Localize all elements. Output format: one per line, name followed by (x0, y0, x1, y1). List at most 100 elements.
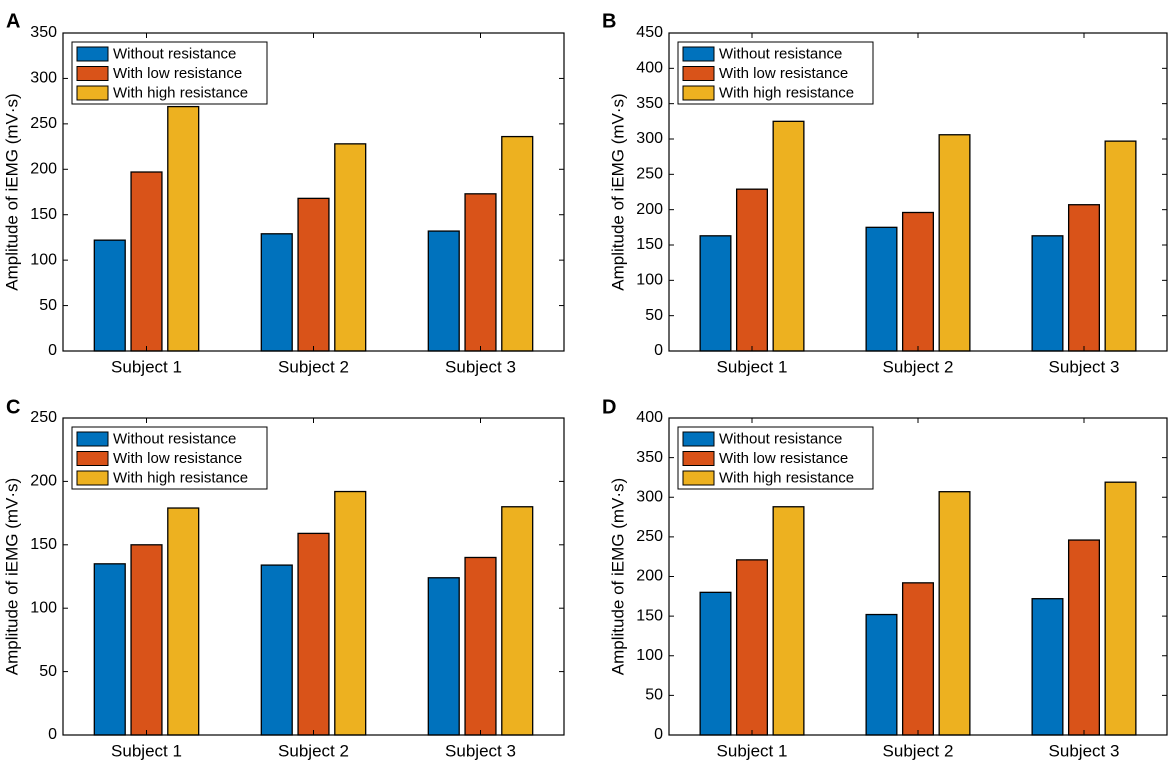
y-tick-label: 250 (30, 115, 57, 132)
panel-c: C 0 50 100 150 200 250 Subject 1 Subject 2 Subjec… (2, 396, 565, 760)
bar-a-s3-c2 (334, 143, 367, 352)
x-tick-label: Subject 1 (717, 357, 788, 376)
legend-swatch-3 (76, 85, 109, 101)
y-tick-label: 100 (636, 272, 663, 289)
y-tick-label: 150 (30, 206, 57, 223)
x-tick-label: Subject 3 (445, 357, 516, 376)
bar-a-s1-c1 (93, 239, 126, 352)
panel-b: B 0 50 100 150 200 250 300 350 400 450 Subject 1 Sub… (602, 10, 1168, 376)
y-tick-label: 200 (636, 568, 663, 585)
bar-d-s1-c3 (1031, 598, 1064, 736)
panel-d: D 0 50 100 150 200 250 300 350 400 Subject 1 Subjec… (602, 396, 1168, 760)
bar-c-s2-c1 (130, 544, 163, 736)
legend-swatch-3 (682, 85, 715, 101)
bar-b-s3-c2 (938, 134, 971, 352)
legend-swatch-3 (76, 470, 109, 486)
y-tick-label: 200 (636, 201, 663, 218)
legend-label-3: With high resistance (113, 469, 248, 486)
legend-label-3: With high resistance (719, 84, 854, 101)
bar-b-s1-c3 (1031, 235, 1064, 352)
legend-label-1: Without resistance (113, 45, 236, 62)
legend-swatch-1 (76, 431, 109, 447)
bar-b-s3-c1 (772, 120, 805, 352)
x-tick-label: Subject 1 (111, 741, 182, 760)
y-tick-label: 100 (636, 647, 663, 664)
bar-d-s3-c3 (1104, 481, 1137, 736)
bar-a-s2-c2 (297, 197, 330, 352)
panel-label: A (6, 10, 20, 32)
bar-a-s3-c1 (167, 105, 200, 352)
x-tick-label: Subject 3 (1049, 741, 1120, 760)
x-tick-label: Subject 1 (717, 741, 788, 760)
y-tick-label: 150 (636, 607, 663, 624)
x-tick-label: Subject 1 (111, 357, 182, 376)
bar-d-s1-c2 (865, 613, 898, 736)
legend-label-3: With high resistance (113, 84, 248, 101)
y-axis-label: Amplitude of iEMG (mV·s) (608, 478, 627, 675)
y-tick-label: 400 (636, 60, 663, 77)
bar-c-s2-c3 (464, 556, 497, 736)
bar-d-s3-c1 (772, 506, 805, 736)
bar-b-s1-c2 (865, 226, 898, 352)
y-tick-label: 100 (30, 599, 57, 616)
bar-c-s3-c3 (501, 506, 534, 736)
y-tick-label: 300 (636, 130, 663, 147)
x-tick-label: Subject 3 (445, 741, 516, 760)
legend-label-3: With high resistance (719, 469, 854, 486)
bar-d-s2-c2 (901, 582, 935, 736)
legend-swatch-2 (76, 66, 109, 81)
y-tick-label: 0 (48, 342, 57, 359)
bar-c-s3-c2 (334, 490, 367, 736)
panel-label: B (602, 10, 616, 32)
legend-label-1: Without resistance (113, 430, 236, 447)
y-tick-label: 400 (636, 409, 663, 426)
bar-c-s1-c3 (427, 577, 460, 736)
bar-b-s3-c3 (1104, 140, 1137, 352)
y-tick-label: 0 (654, 342, 663, 359)
y-tick-label: 50 (645, 307, 663, 324)
y-tick-label: 0 (654, 726, 663, 743)
y-tick-label: 350 (636, 449, 663, 466)
legend-label-2: With low resistance (113, 450, 242, 467)
y-tick-label: 100 (30, 251, 57, 268)
bar-d-s2-c3 (1067, 539, 1101, 736)
y-tick-label: 200 (30, 161, 57, 178)
y-tick-label: 150 (636, 236, 663, 253)
bar-d-s2-c1 (735, 559, 769, 736)
bar-c-s2-c2 (297, 532, 330, 736)
x-tick-label: Subject 2 (883, 741, 954, 760)
legend-label-2: With low resistance (719, 450, 848, 467)
y-tick-label: 50 (39, 297, 57, 314)
x-tick-label: Subject 2 (278, 357, 349, 376)
bar-d-s1-c1 (699, 591, 732, 736)
legend-swatch-2 (682, 66, 715, 81)
panel-a: A 0 50 100 150 200 250 300 350 Subject 1 Subject 2… (2, 10, 565, 376)
bar-c-s1-c2 (260, 564, 293, 736)
panel-label: C (6, 396, 20, 418)
legend-swatch-2 (682, 451, 715, 466)
legend-label-2: With low resistance (113, 65, 242, 82)
bar-a-s1-c3 (427, 230, 460, 352)
legend-swatch-1 (682, 431, 715, 447)
bar-a-s2-c1 (130, 171, 163, 352)
bar-b-s2-c2 (901, 211, 935, 352)
x-tick-label: Subject 2 (278, 741, 349, 760)
legend-swatch-2 (76, 451, 109, 466)
legend-label-1: Without resistance (719, 45, 842, 62)
y-tick-label: 0 (48, 726, 57, 743)
bar-a-s2-c3 (464, 193, 497, 352)
x-tick-label: Subject 3 (1049, 357, 1120, 376)
y-tick-label: 450 (636, 24, 663, 41)
x-tick-label: Subject 2 (883, 357, 954, 376)
bar-a-s1-c2 (260, 233, 293, 352)
y-tick-label: 250 (636, 528, 663, 545)
y-axis-label: Amplitude of iEMG (mV·s) (2, 478, 21, 675)
bar-d-s3-c2 (938, 491, 971, 736)
legend-swatch-1 (682, 46, 715, 62)
y-axis-label: Amplitude of iEMG (mV·s) (608, 93, 627, 290)
y-tick-label: 350 (636, 95, 663, 112)
y-tick-label: 300 (636, 488, 663, 505)
panel-label: D (602, 396, 616, 418)
y-tick-label: 350 (30, 24, 57, 41)
